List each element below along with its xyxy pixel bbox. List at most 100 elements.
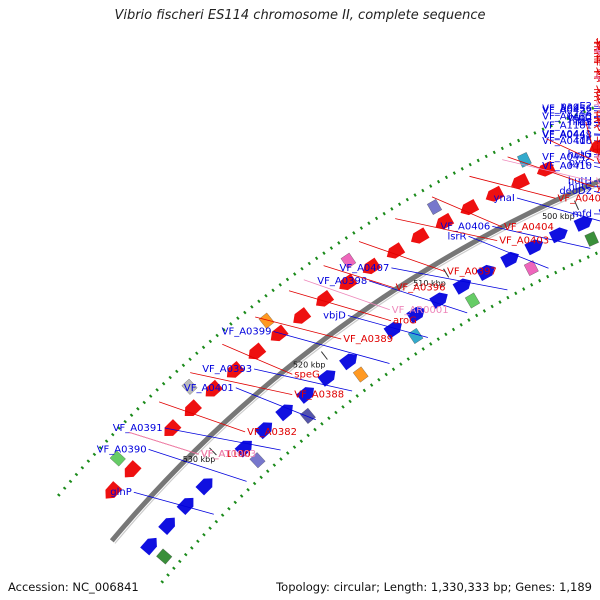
scale-tick-label: 510 kbp (413, 279, 446, 288)
forward-gene-label: VF_A0416 (542, 136, 592, 147)
reverse-gene-arrow (589, 138, 600, 154)
reverse-gene-arrow (435, 212, 455, 230)
reverse-gene-label: VF_A0421 (596, 92, 600, 103)
forward-gene-label-leader (164, 427, 281, 451)
forward-gene-arrow (317, 370, 336, 387)
reverse-gene-label: VF_A0455 (596, 113, 600, 124)
rna-gene-labels: VF_AT0003VF_AR0001VF_AT0004VF_AT0005VF_A… (128, 46, 600, 460)
forward-gene-label: hutU (568, 113, 592, 124)
reverse-gene-label: lolC (596, 136, 600, 147)
reverse-gene-arrow (410, 227, 430, 244)
forward-gene-label-leader (273, 331, 390, 364)
forward-gene-label: VF_A0399 (222, 327, 272, 338)
chromosome-backbone (109, 178, 600, 544)
reverse-gene-arrow (164, 419, 182, 437)
reverse-gene-label-leader (431, 196, 503, 228)
scale-tick (320, 351, 328, 360)
cog-color-block (300, 407, 316, 424)
scale-ticks: 430 kbp440 kbp450 kbp460 kbp470 kbp480 k… (183, 200, 580, 464)
forward-gene-label-leader (468, 235, 549, 269)
reverse-gene-label: ypeB (596, 182, 600, 193)
rna-gene-label: VF_AT0003 (201, 449, 256, 460)
forward-gene-label: VF_A0410 (542, 161, 592, 172)
reverse-gene-arrow (536, 160, 556, 177)
reverse-gene-label: smtA (596, 49, 600, 60)
backbone-highlight (114, 184, 600, 544)
forward-gene-label: VF_A0398 (317, 276, 367, 287)
reverse-gene-label: lolD (596, 144, 600, 155)
reverse-gene-label: VF_A0442 (596, 85, 600, 96)
reverse-gene-label: VF_A0396 (396, 283, 446, 294)
cog-color-block (523, 260, 539, 276)
reverse-gene-label-leader (222, 343, 293, 375)
forward-gene-label: vbjD (323, 311, 346, 322)
rna-gene-label: VF_AR0002 (596, 47, 600, 58)
reverse-gene-label: kdsB (596, 37, 600, 48)
forward-gene-arrow (176, 497, 194, 516)
reverse-gene-label-leader (585, 121, 595, 152)
reverse-gene-label: VF_A0419 (596, 117, 600, 128)
map-title: Vibrio fischeri ES114 chromosome II, com… (114, 8, 486, 23)
cog-color-block (426, 199, 443, 215)
reverse-gene-label: VF_A0415 (596, 156, 600, 167)
forward-gene-arrow (548, 227, 568, 244)
reverse-gene-label: VF_A0437 (596, 47, 600, 58)
forward-gene-label: VF_A0441 (542, 129, 592, 140)
forward-gene-arrow (524, 239, 544, 256)
reverse-gene-label: VF_A0413 (596, 123, 600, 134)
reverse-gene-arrow (248, 342, 267, 360)
forward-gene-label: hutH (568, 176, 592, 187)
reverse-gene-label: msbA (596, 58, 600, 69)
cog-color-block (258, 312, 275, 329)
reverse-gene-label: VF_A0397 (447, 267, 497, 278)
forward-gene-arrow (383, 322, 402, 339)
reverse-gene-label: VF_A0389 (343, 334, 393, 345)
forward-gene-arrow (573, 216, 593, 232)
reverse-gene-arrow (339, 273, 358, 291)
reverse-gene-arrow (105, 481, 123, 499)
forward-gene-arrow (234, 440, 252, 458)
reverse-gene-labels: VF_A1180 VF_A0382 VF_A0388 speG VF_A0389aroG… (128, 37, 600, 460)
reverse-gene-arrow (386, 242, 406, 259)
reverse-gene-label: cusA (596, 88, 600, 99)
forward-gene-label: VF_A0435 (542, 111, 592, 122)
reverse-gene-label-leader (158, 401, 246, 433)
rna-gene-label: VF_AT0005 (596, 100, 600, 111)
forward-gene-label-leader (516, 197, 600, 222)
scale-tick (443, 268, 450, 278)
scale-tick-label: 500 kbp (542, 212, 575, 221)
rna-gene-label-leader (303, 279, 390, 311)
forward-gene-arrow (476, 264, 495, 282)
forward-gene-labels: glnP VF_A0390 VF_A0391 VF_A0401 VF_A0393 VF_A… (97, 101, 600, 515)
forward-gene-arrow (158, 517, 175, 535)
forward-gene-label: kbl (577, 117, 592, 128)
reverse-gene-arrow (511, 173, 530, 189)
reverse-gene-label: VF_A0426 (596, 38, 600, 49)
genome-summary: Topology: circular; Length: 1,330,333 bp… (276, 580, 592, 594)
cog-color-block (407, 328, 424, 344)
reverse-gene-arrow (205, 379, 223, 397)
rna-gene-label: VF_AT0004 (596, 177, 600, 188)
forward-gene-label: VF_A0447 (542, 152, 592, 163)
reverse-gene-label: aroG (393, 316, 417, 327)
forward-gene-label: VF_A0406 (440, 221, 490, 232)
forward-gene-label-leader (347, 315, 429, 338)
forward-gene-label: ycbC (567, 113, 592, 124)
forward-gene-label-leader (369, 280, 468, 314)
forward-gene-arrow (406, 306, 425, 324)
reverse-gene-label: VF_A0420 (596, 73, 600, 84)
forward-gene-label: VF_A0436 (542, 103, 592, 114)
reverse-gene-arrow (184, 399, 202, 417)
reverse-gene-label-leader (358, 241, 446, 272)
forward-gene-label-leader (593, 213, 600, 215)
scale-tick-label: 520 kbp (293, 360, 326, 369)
reverse-gene-label: cusC (596, 52, 600, 63)
forward-gene-arrow (296, 387, 314, 404)
reverse-gene-label: VF_A1180 (201, 449, 251, 460)
reverse-gene-label-leader (323, 265, 394, 288)
reverse-gene-label: VF_A0388 (294, 390, 344, 401)
forward-gene-label: glnP (110, 487, 132, 498)
forward-gene-label-leader (391, 267, 508, 291)
rna-gene-label: VF_AR0001 (392, 305, 449, 316)
